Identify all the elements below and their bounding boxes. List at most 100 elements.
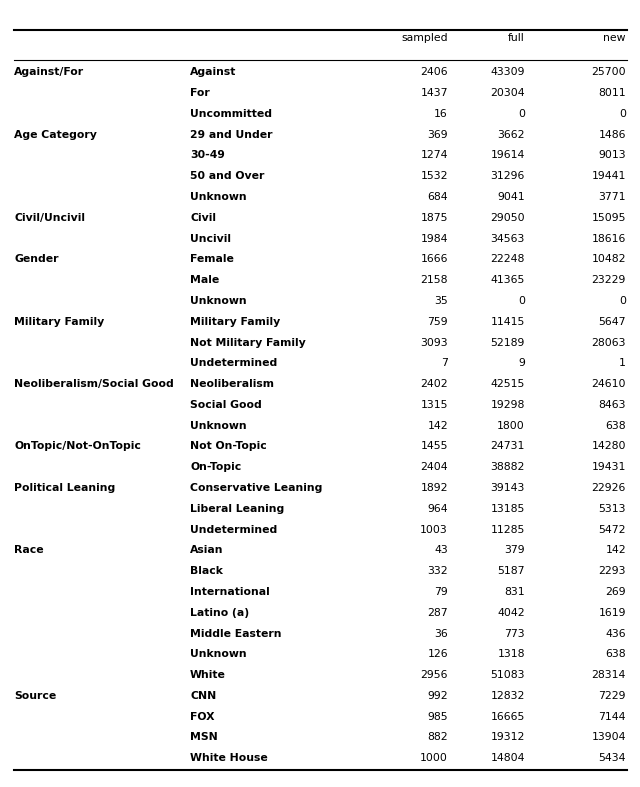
- Text: 9013: 9013: [598, 150, 626, 161]
- Text: 51083: 51083: [490, 671, 525, 680]
- Text: 1455: 1455: [420, 442, 448, 452]
- Text: 1000: 1000: [420, 753, 448, 763]
- Text: 8011: 8011: [598, 88, 626, 98]
- Text: 22926: 22926: [591, 483, 626, 493]
- Text: Middle Eastern: Middle Eastern: [190, 629, 282, 638]
- Text: 1984: 1984: [420, 234, 448, 244]
- Text: Unknown: Unknown: [190, 421, 246, 430]
- Text: 5434: 5434: [598, 753, 626, 763]
- Text: 7144: 7144: [598, 711, 626, 722]
- Text: 638: 638: [605, 649, 626, 660]
- Text: 28314: 28314: [591, 671, 626, 680]
- Text: White: White: [190, 671, 226, 680]
- Text: 39143: 39143: [490, 483, 525, 493]
- Text: 10482: 10482: [591, 254, 626, 264]
- Text: Female: Female: [190, 254, 234, 264]
- Text: 35: 35: [435, 296, 448, 306]
- Text: 52189: 52189: [490, 338, 525, 348]
- Text: Political Leaning: Political Leaning: [14, 483, 115, 493]
- Text: MSN: MSN: [190, 733, 218, 742]
- Text: 19441: 19441: [591, 172, 626, 181]
- Text: Neoliberalism: Neoliberalism: [190, 379, 274, 389]
- Text: 0: 0: [619, 109, 626, 119]
- Text: FOX: FOX: [190, 711, 214, 722]
- Text: Source: Source: [14, 691, 56, 701]
- Text: 15095: 15095: [591, 212, 626, 223]
- Text: 1800: 1800: [497, 421, 525, 430]
- Text: full: full: [508, 33, 525, 43]
- Text: 436: 436: [605, 629, 626, 638]
- Text: Not On-Topic: Not On-Topic: [190, 442, 267, 452]
- Text: 1437: 1437: [420, 88, 448, 98]
- Text: Black: Black: [190, 566, 223, 576]
- Text: Undetermined: Undetermined: [190, 358, 277, 368]
- Text: 0: 0: [518, 109, 525, 119]
- Text: 28063: 28063: [591, 338, 626, 348]
- Text: Asian: Asian: [190, 545, 223, 556]
- Text: Liberal Leaning: Liberal Leaning: [190, 504, 284, 514]
- Text: Male: Male: [190, 275, 220, 285]
- Text: 379: 379: [504, 545, 525, 556]
- Text: Race: Race: [14, 545, 44, 556]
- Text: 5187: 5187: [497, 566, 525, 576]
- Text: Uncivil: Uncivil: [190, 234, 231, 244]
- Text: 3771: 3771: [598, 192, 626, 202]
- Text: 287: 287: [428, 608, 448, 618]
- Text: Civil/Uncivil: Civil/Uncivil: [14, 212, 85, 223]
- Text: 2402: 2402: [420, 379, 448, 389]
- Text: 7229: 7229: [598, 691, 626, 701]
- Text: 1003: 1003: [420, 525, 448, 534]
- Text: 18616: 18616: [591, 234, 626, 244]
- Text: 19298: 19298: [490, 400, 525, 410]
- Text: Unknown: Unknown: [190, 649, 246, 660]
- Text: 1315: 1315: [420, 400, 448, 410]
- Text: 43: 43: [435, 545, 448, 556]
- Text: On-Topic: On-Topic: [190, 462, 241, 472]
- Text: 1892: 1892: [420, 483, 448, 493]
- Text: 24610: 24610: [591, 379, 626, 389]
- Text: 19431: 19431: [591, 462, 626, 472]
- Text: Unknown: Unknown: [190, 296, 246, 306]
- Text: 22248: 22248: [490, 254, 525, 264]
- Text: 5647: 5647: [598, 316, 626, 327]
- Text: 19312: 19312: [490, 733, 525, 742]
- Text: 30-49: 30-49: [190, 150, 225, 161]
- Text: 11285: 11285: [490, 525, 525, 534]
- Text: Not Military Family: Not Military Family: [190, 338, 306, 348]
- Text: 1318: 1318: [497, 649, 525, 660]
- Text: 7: 7: [441, 358, 448, 368]
- Text: 20304: 20304: [490, 88, 525, 98]
- Text: 43309: 43309: [490, 67, 525, 77]
- Text: 1486: 1486: [598, 130, 626, 139]
- Text: Gender: Gender: [14, 254, 59, 264]
- Text: 13904: 13904: [591, 733, 626, 742]
- Text: 142: 142: [428, 421, 448, 430]
- Text: 2158: 2158: [420, 275, 448, 285]
- Text: Undetermined: Undetermined: [190, 525, 277, 534]
- Text: Against/For: Against/For: [14, 67, 84, 77]
- Text: 3093: 3093: [420, 338, 448, 348]
- Text: 992: 992: [428, 691, 448, 701]
- Text: OnTopic/Not-OnTopic: OnTopic/Not-OnTopic: [14, 442, 141, 452]
- Text: 12832: 12832: [490, 691, 525, 701]
- Text: 1619: 1619: [598, 608, 626, 618]
- Text: 5313: 5313: [598, 504, 626, 514]
- Text: 2406: 2406: [420, 67, 448, 77]
- Text: 2956: 2956: [420, 671, 448, 680]
- Text: 142: 142: [605, 545, 626, 556]
- Text: 684: 684: [428, 192, 448, 202]
- Text: 31296: 31296: [490, 172, 525, 181]
- Text: 19614: 19614: [490, 150, 525, 161]
- Text: 5472: 5472: [598, 525, 626, 534]
- Text: Military Family: Military Family: [190, 316, 280, 327]
- Text: 14280: 14280: [591, 442, 626, 452]
- Text: 3662: 3662: [497, 130, 525, 139]
- Text: Latino (a): Latino (a): [190, 608, 249, 618]
- Text: 29 and Under: 29 and Under: [190, 130, 273, 139]
- Text: 11415: 11415: [490, 316, 525, 327]
- Text: 0: 0: [518, 296, 525, 306]
- Text: 34563: 34563: [490, 234, 525, 244]
- Text: 14804: 14804: [490, 753, 525, 763]
- Text: 24731: 24731: [490, 442, 525, 452]
- Text: 16665: 16665: [490, 711, 525, 722]
